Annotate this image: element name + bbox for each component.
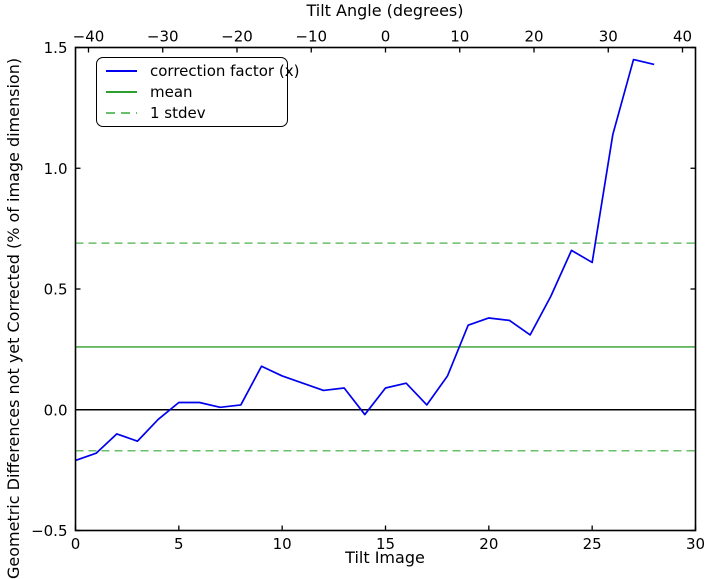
data-series — [75, 58, 655, 462]
tick-labels: 0 5 10 15 20 25 30 −40 −30 −20 −10 0 10 20 30 40 −0.5 0.0… — [31, 28, 705, 554]
top-tick-label: 0 — [381, 28, 391, 46]
legend-line-sample-green-solid — [106, 91, 137, 93]
y-tick-label: 1.5 — [44, 39, 68, 57]
y-tick-label: 0.5 — [44, 281, 68, 299]
top-tick-label: 10 — [450, 28, 469, 46]
legend-entry-mean: mean — [97, 82, 287, 102]
axis-ticks — [74, 46, 697, 532]
top-tick-label: −10 — [295, 28, 327, 46]
legend-line-sample-green-dashed — [106, 112, 137, 114]
legend-entry-correction-factor: correction factor (x) — [97, 61, 299, 81]
legend-label: correction factor (x) — [150, 62, 300, 80]
series-line-correction-factor-x- — [75, 58, 655, 462]
legend-line-sample-blue — [106, 70, 137, 72]
y-tick-label: 0.0 — [44, 401, 68, 419]
top-axis-title: Tilt Angle (degrees) — [306, 1, 464, 20]
legend: correction factor (x) mean 1 stdev — [96, 57, 299, 127]
top-tick-label: −30 — [147, 28, 179, 46]
top-tick-label: −20 — [221, 28, 253, 46]
reference-lines — [75, 242, 696, 452]
top-tick-label: 40 — [673, 28, 692, 46]
x-tick-label: 5 — [174, 535, 184, 553]
y-tick-label: −0.5 — [31, 522, 67, 540]
top-tick-label: 20 — [524, 28, 543, 46]
legend-entry-stdev: 1 stdev — [97, 103, 287, 123]
x-tick-label: 10 — [273, 535, 292, 553]
legend-label: mean — [150, 83, 193, 101]
y-axis-title: Geometric Differences not yet Corrected … — [4, 57, 23, 579]
top-tick-label: 30 — [599, 28, 618, 46]
x-tick-label: 0 — [71, 535, 81, 553]
legend-label: 1 stdev — [150, 104, 206, 122]
top-tick-label: −40 — [73, 28, 105, 46]
x-tick-label: 20 — [479, 535, 498, 553]
x-tick-label: 25 — [583, 535, 602, 553]
x-axis-title: Tilt Image — [345, 548, 425, 567]
x-tick-label: 15 — [376, 535, 395, 553]
y-tick-label: 1.0 — [44, 160, 68, 178]
x-tick-label: 30 — [686, 535, 705, 553]
